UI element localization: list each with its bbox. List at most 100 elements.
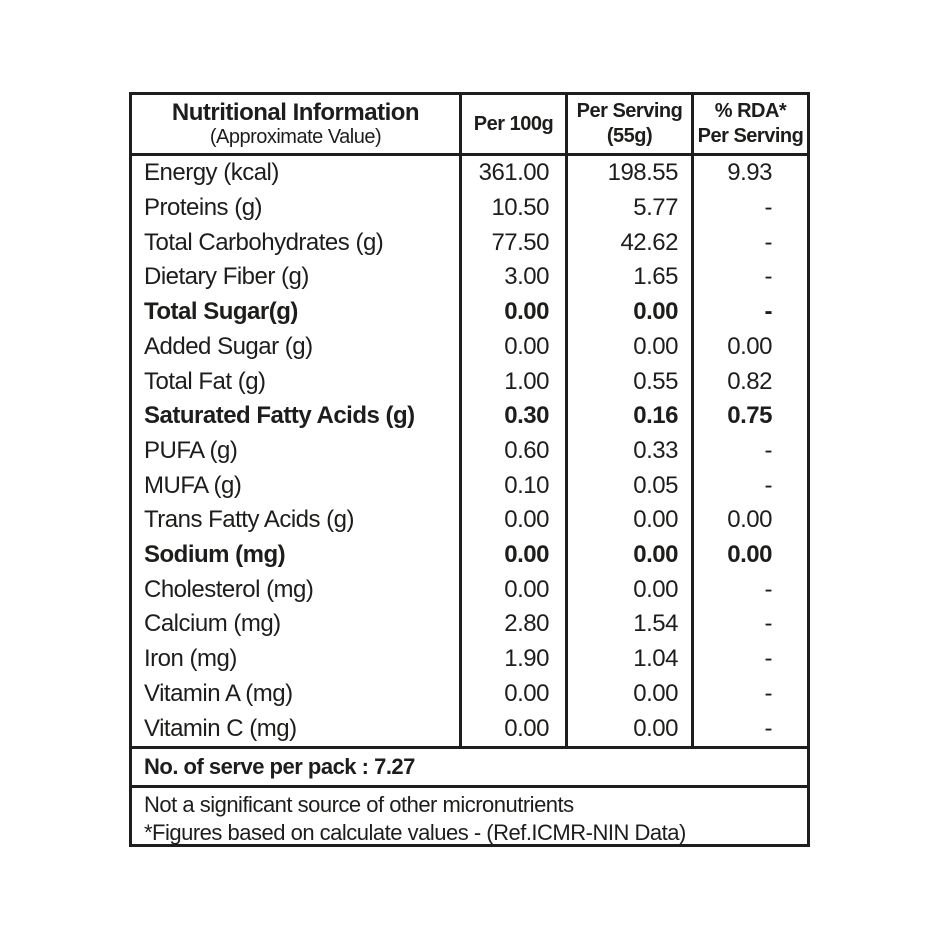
cell-per_100g: 0.00 xyxy=(459,572,565,608)
cell-label: Calcium (mg) xyxy=(144,610,281,638)
cell-per_serving: 0.00 xyxy=(565,294,691,330)
cell-label: Dietary Fiber (g) xyxy=(144,263,309,291)
cell-rda: - xyxy=(691,468,807,504)
cell-per_100g: 0.00 xyxy=(459,537,565,573)
cell-per_100g: 3.00 xyxy=(459,260,565,295)
cell-rda: 0.00 xyxy=(691,329,807,365)
cell-per_100g: 10.50 xyxy=(459,190,565,226)
cell-label: Total Sugar(g) xyxy=(144,298,298,326)
header-nutritional-information: Nutritional Information (Approximate Val… xyxy=(132,95,459,153)
cell-per_100g: 0.10 xyxy=(459,468,565,504)
cell-label: Iron (mg) xyxy=(144,645,237,673)
cell-rda: - xyxy=(691,711,807,746)
table-header-row: Nutritional Information (Approximate Val… xyxy=(132,95,807,156)
cell-per_serving: 0.00 xyxy=(565,329,691,365)
cell-label: Vitamin C (mg) xyxy=(144,714,297,742)
cell-per_serving: 5.77 xyxy=(565,190,691,226)
cell-per_serving: 1.65 xyxy=(565,260,691,295)
table-row: Calcium (mg) 2.80 1.54- xyxy=(132,607,807,642)
table-row: Trans Fatty Acids (g) 0.00 0.00 0.00 xyxy=(132,503,807,538)
cell-label: Total Carbohydrates (g) xyxy=(144,228,384,256)
cell-per_serving: 0.33 xyxy=(565,433,691,469)
cell-per_100g: 0.30 xyxy=(459,398,565,434)
table-row: Total Carbohydrates (g) 77.50 42.62- xyxy=(132,225,807,261)
table-row: Total Sugar(g) 0.00 0.00- xyxy=(132,294,807,330)
cell-per_100g: 2.80 xyxy=(459,607,565,642)
cell-rda: - xyxy=(691,607,807,642)
header-rda: % RDA* Per Serving xyxy=(691,95,807,153)
cell-label: Proteins (g) xyxy=(144,194,263,222)
cell-per_serving: 0.55 xyxy=(565,364,691,399)
cell-per_100g: 0.00 xyxy=(459,676,565,712)
table-row: Proteins (g) 10.50 5.77- xyxy=(132,190,807,226)
table-row: Total Fat (g) 1.00 0.55 0.82 xyxy=(132,364,807,399)
cell-per_100g: 1.00 xyxy=(459,364,565,399)
cell-rda: - xyxy=(691,641,807,677)
cell-rda: - xyxy=(691,260,807,295)
cell-label: MUFA (g) xyxy=(144,471,242,499)
cell-rda: - xyxy=(691,294,807,330)
cell-per_100g: 0.00 xyxy=(459,711,565,746)
cell-rda: - xyxy=(691,433,807,469)
table-row: PUFA (g) 0.60 0.33- xyxy=(132,433,807,469)
cell-per_serving: 0.00 xyxy=(565,537,691,573)
table-row: Vitamin A (mg) 0.00 0.00- xyxy=(132,676,807,712)
table-row: Energy (kcal) 361.00 198.55 9.93 xyxy=(132,156,807,191)
header-rda-line2: Per Serving xyxy=(697,125,804,147)
cell-label: Total Fat (g) xyxy=(144,367,266,395)
nutrition-table: Nutritional Information (Approximate Val… xyxy=(129,92,810,847)
table-row: Dietary Fiber (g) 3.00 1.65- xyxy=(132,260,807,295)
header-rda-line1: % RDA* xyxy=(714,100,787,122)
cell-label: Trans Fatty Acids (g) xyxy=(144,506,355,534)
footnote-line-2: *Figures based on calculate values - (Re… xyxy=(144,820,686,845)
cell-per_100g: 0.00 xyxy=(459,294,565,330)
table-row: Vitamin C (mg) 0.00 0.00- xyxy=(132,711,807,746)
cell-rda: - xyxy=(691,190,807,226)
cell-per_serving: 0.05 xyxy=(565,468,691,504)
cell-per_serving: 1.04 xyxy=(565,641,691,677)
cell-per_serving: 0.00 xyxy=(565,572,691,608)
cell-rda: 0.00 xyxy=(691,503,807,538)
header-per-serving-line1: Per Serving xyxy=(576,100,683,122)
footnote-line-1: Not a significant source of other micron… xyxy=(144,792,574,817)
cell-rda: 0.82 xyxy=(691,364,807,399)
header-per-serving-line2: (55g) xyxy=(606,125,653,147)
serve-per-pack-text: No. of serve per pack : 7.27 xyxy=(144,754,415,779)
cell-rda: 9.93 xyxy=(691,156,807,191)
cell-per_serving: 198.55 xyxy=(565,156,691,191)
cell-rda: 0.00 xyxy=(691,537,807,573)
cell-per_100g: 0.60 xyxy=(459,433,565,469)
header-per-serving: Per Serving (55g) xyxy=(565,95,691,153)
table-row: Added Sugar (g) 0.00 0.00 0.00 xyxy=(132,329,807,365)
cell-per_100g: 0.00 xyxy=(459,329,565,365)
cell-per_100g: 361.00 xyxy=(459,156,565,191)
cell-label: PUFA (g) xyxy=(144,436,238,464)
header-title: Nutritional Information xyxy=(171,99,420,126)
cell-rda: - xyxy=(691,572,807,608)
cell-label: Saturated Fatty Acids (g) xyxy=(144,402,415,430)
cell-label: Energy (kcal) xyxy=(144,159,279,187)
table-row: MUFA (g) 0.10 0.05- xyxy=(132,468,807,504)
header-subtitle: (Approximate Value) xyxy=(209,126,382,148)
cell-label: Vitamin A (mg) xyxy=(144,679,293,707)
cell-per_100g: 1.90 xyxy=(459,641,565,677)
cell-per_serving: 0.00 xyxy=(565,711,691,746)
cell-label: Added Sugar (g) xyxy=(144,332,313,360)
header-per-100g-label: Per 100g xyxy=(473,112,554,135)
table-row: Iron (mg) 1.90 1.04- xyxy=(132,641,807,677)
table-row: Sodium (mg) 0.00 0.00 0.00 xyxy=(132,537,807,573)
cell-rda: - xyxy=(691,676,807,712)
serve-per-pack-row: No. of serve per pack : 7.27 xyxy=(132,749,807,788)
cell-per_serving: 0.00 xyxy=(565,676,691,712)
cell-per_serving: 0.00 xyxy=(565,503,691,538)
cell-per_serving: 0.16 xyxy=(565,398,691,434)
table-row: Cholesterol (mg) 0.00 0.00- xyxy=(132,572,807,608)
footnotes: Not a significant source of other micron… xyxy=(132,788,807,847)
cell-per_100g: 77.50 xyxy=(459,225,565,261)
table-row: Saturated Fatty Acids (g) 0.30 0.16 0.75 xyxy=(132,398,807,434)
cell-per_serving: 1.54 xyxy=(565,607,691,642)
cell-label: Sodium (mg) xyxy=(144,541,286,569)
cell-label: Cholesterol (mg) xyxy=(144,575,314,603)
cell-rda: - xyxy=(691,225,807,261)
